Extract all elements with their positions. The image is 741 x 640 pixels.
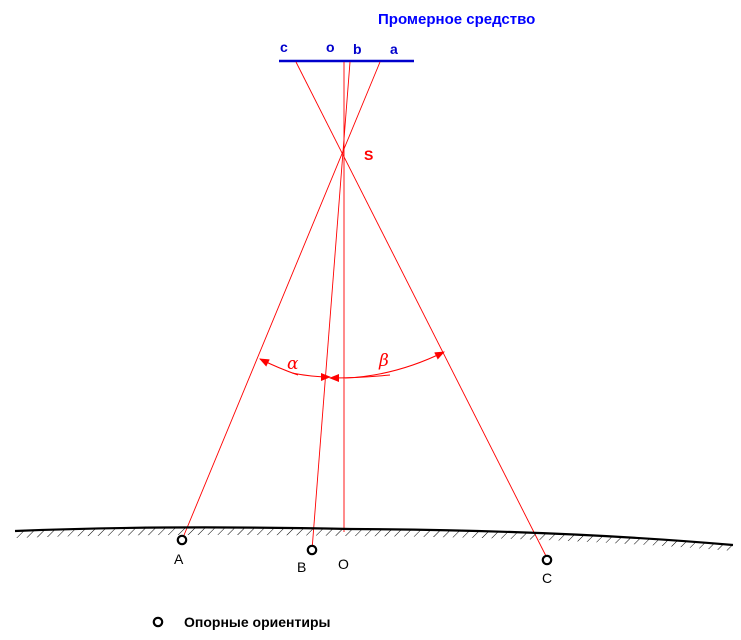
ground-label-A: A xyxy=(174,551,184,567)
legend-label: Опорные ориентиры xyxy=(184,614,330,630)
ground-label-B: B xyxy=(297,559,306,575)
center-label-s: S xyxy=(364,147,373,163)
ground-label-C: C xyxy=(542,570,552,586)
title-label: Промерное средство xyxy=(378,11,535,28)
ground-label-O: O xyxy=(338,556,349,572)
ray-a-to-A xyxy=(181,61,381,541)
ray-c-to-C xyxy=(295,61,548,559)
ring-marker-icon xyxy=(152,616,164,628)
angle-beta-label: β xyxy=(378,351,389,371)
marker-B xyxy=(306,544,318,556)
angle-beta-arc xyxy=(344,351,445,379)
angle-alpha-arc-right xyxy=(291,372,331,381)
bar-label-c: c xyxy=(280,39,288,55)
marker-A xyxy=(176,534,188,546)
sight-rays xyxy=(181,61,548,559)
bar-label-a: a xyxy=(390,41,398,57)
angle-beta-arc-left xyxy=(329,373,391,382)
ground-hatching xyxy=(15,527,733,551)
bar-label-b: b xyxy=(353,41,362,57)
bar-label-o: o xyxy=(326,39,335,55)
ground-line xyxy=(14,526,734,547)
angle-alpha-label: α xyxy=(287,354,299,374)
marker-C xyxy=(541,554,553,566)
